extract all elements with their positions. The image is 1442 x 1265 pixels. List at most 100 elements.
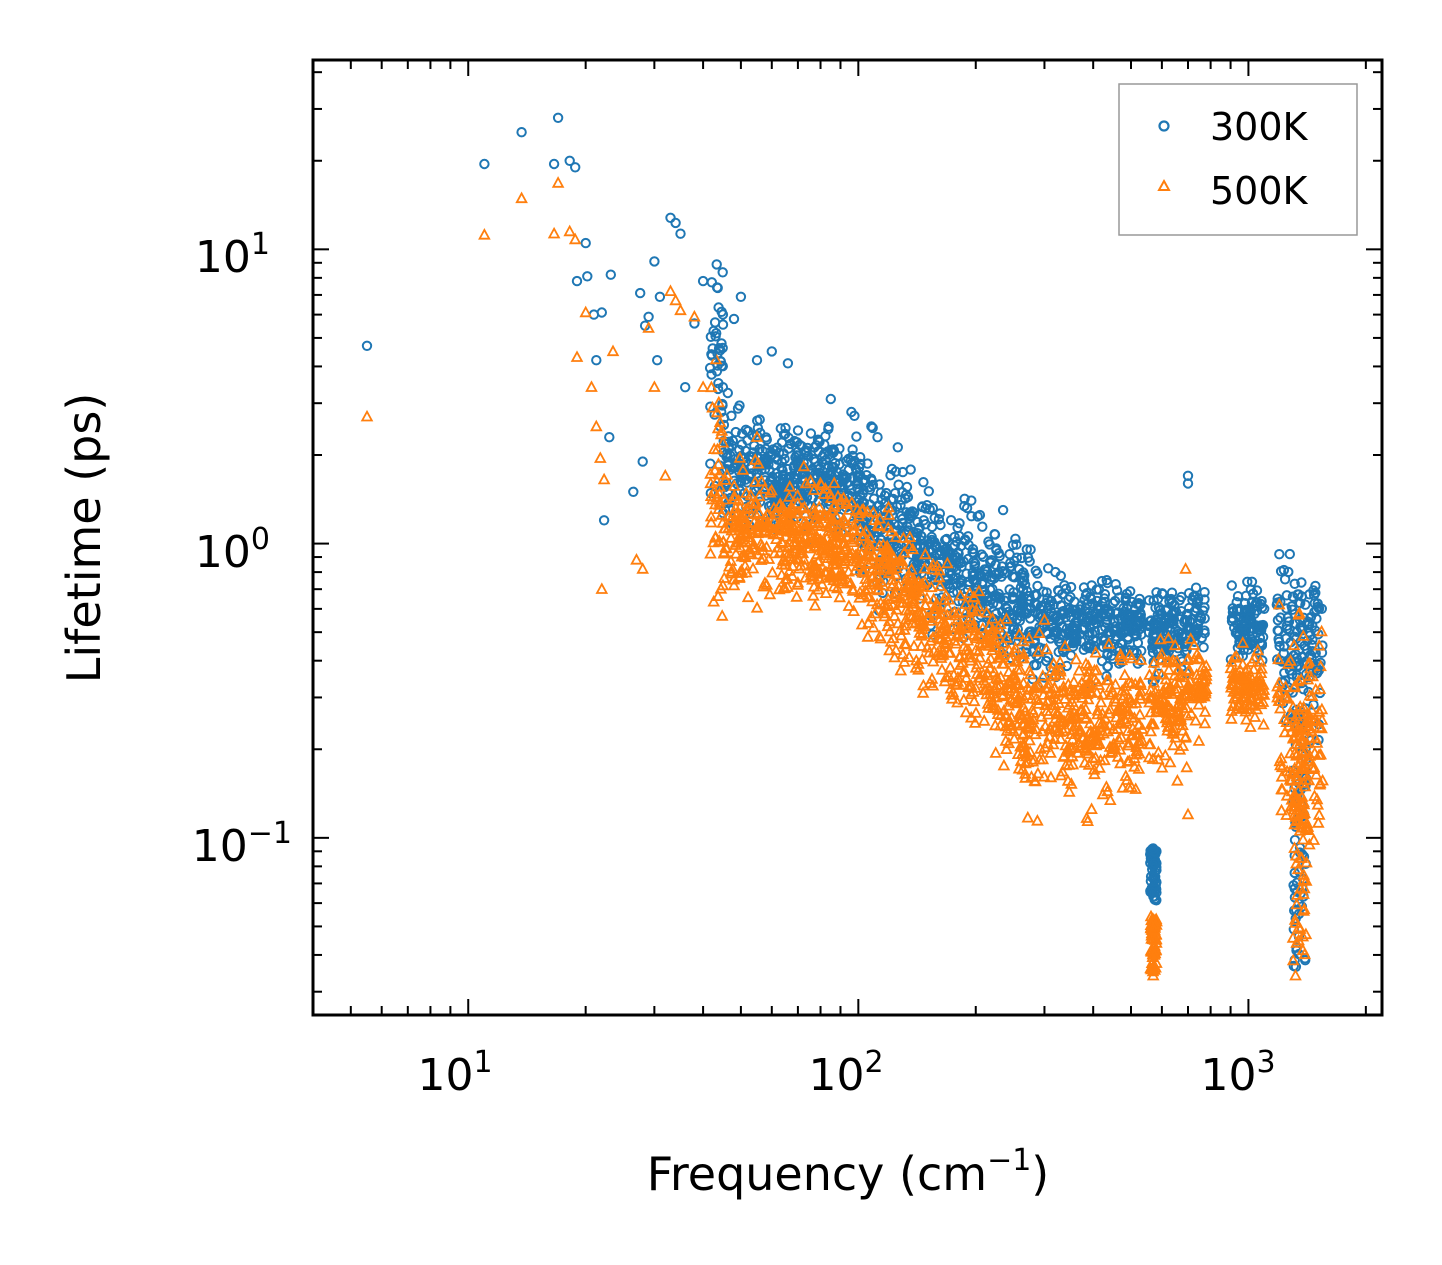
data-point <box>1275 770 1289 782</box>
data-point <box>1079 657 1093 669</box>
x-tick-label-100: 102 <box>808 1045 883 1101</box>
data-point <box>1063 684 1077 696</box>
y-tick-label-1: 100 <box>195 522 270 578</box>
data-point <box>1239 704 1252 717</box>
data-point <box>1019 756 1032 769</box>
data-point <box>920 591 934 604</box>
data-point <box>1192 734 1206 746</box>
data-point <box>1165 616 1176 627</box>
data-point <box>1280 789 1294 801</box>
data-point <box>824 503 838 516</box>
data-point <box>761 434 772 445</box>
data-point <box>1230 687 1244 699</box>
data-point <box>1000 631 1013 643</box>
data-point <box>1286 601 1297 612</box>
data-point <box>729 475 740 486</box>
data-point <box>1054 664 1067 677</box>
data-point <box>1257 619 1269 631</box>
data-point <box>1295 702 1309 715</box>
data-point <box>945 515 957 526</box>
data-point <box>736 439 748 450</box>
data-point <box>1081 692 1095 705</box>
data-point <box>974 638 988 651</box>
data-point <box>563 224 577 237</box>
data-point <box>1312 705 1326 717</box>
data-point <box>1003 714 1017 727</box>
data-point <box>1053 646 1064 658</box>
data-point <box>515 191 528 204</box>
x-tick-label-10: 101 <box>417 1045 492 1101</box>
data-point <box>1252 621 1263 633</box>
data-point <box>910 584 924 597</box>
data-point <box>836 566 849 579</box>
data-point <box>993 678 1007 690</box>
data-point <box>1017 577 1028 588</box>
data-point <box>715 424 729 436</box>
data-point <box>1255 661 1268 674</box>
data-point <box>758 576 772 588</box>
data-point <box>711 442 724 455</box>
data-point <box>889 518 900 530</box>
data-point <box>1043 687 1056 700</box>
data-point <box>988 665 1001 677</box>
data-point <box>926 654 940 667</box>
data-point <box>984 634 997 646</box>
data-point <box>855 529 869 542</box>
data-point <box>1067 675 1081 687</box>
data-point <box>916 622 929 635</box>
data-point <box>824 546 838 558</box>
data-point <box>1083 716 1097 729</box>
data-point <box>1044 770 1058 783</box>
data-point <box>826 568 840 580</box>
data-point <box>813 446 824 457</box>
data-point <box>1294 728 1308 741</box>
data-point <box>643 311 654 322</box>
data-point <box>1245 612 1256 624</box>
data-point <box>1272 676 1286 688</box>
data-point <box>977 714 991 726</box>
data-point <box>1287 638 1301 651</box>
data-point <box>1068 711 1082 723</box>
data-point <box>795 501 809 514</box>
data-point <box>1108 692 1122 704</box>
data-point <box>1061 774 1075 786</box>
data-point <box>941 543 953 554</box>
data-point <box>1080 590 1092 601</box>
data-point <box>1147 958 1161 971</box>
scatter-cloud-layer <box>704 259 1329 977</box>
data-point <box>604 432 615 443</box>
data-point <box>909 661 923 673</box>
data-point <box>1162 663 1176 675</box>
data-point <box>719 473 732 485</box>
data-point <box>778 558 792 570</box>
data-point <box>1242 576 1253 587</box>
data-point <box>1125 586 1136 597</box>
data-point <box>1052 627 1063 638</box>
data-point <box>871 583 885 596</box>
data-point <box>732 523 746 536</box>
data-point <box>1145 871 1157 882</box>
data-point <box>898 623 911 635</box>
data-point <box>1225 677 1238 689</box>
data-point <box>1037 688 1050 700</box>
data-point <box>1314 747 1328 760</box>
series-cloud-300K <box>704 259 1328 972</box>
data-point <box>1125 676 1138 689</box>
data-point <box>1191 624 1202 636</box>
data-point <box>571 275 583 287</box>
data-point <box>1056 764 1069 777</box>
data-point <box>896 647 910 660</box>
data-point <box>1031 766 1045 779</box>
data-point <box>1296 577 1307 588</box>
data-point <box>988 718 1002 731</box>
data-point <box>1182 663 1196 675</box>
data-point <box>948 605 961 618</box>
data-point <box>1179 730 1193 742</box>
data-point <box>1249 600 1261 611</box>
data-point <box>854 556 867 569</box>
data-point <box>776 536 789 549</box>
data-point <box>1162 699 1176 711</box>
data-point <box>708 497 722 510</box>
data-point <box>596 307 607 318</box>
data-point <box>1292 674 1305 687</box>
